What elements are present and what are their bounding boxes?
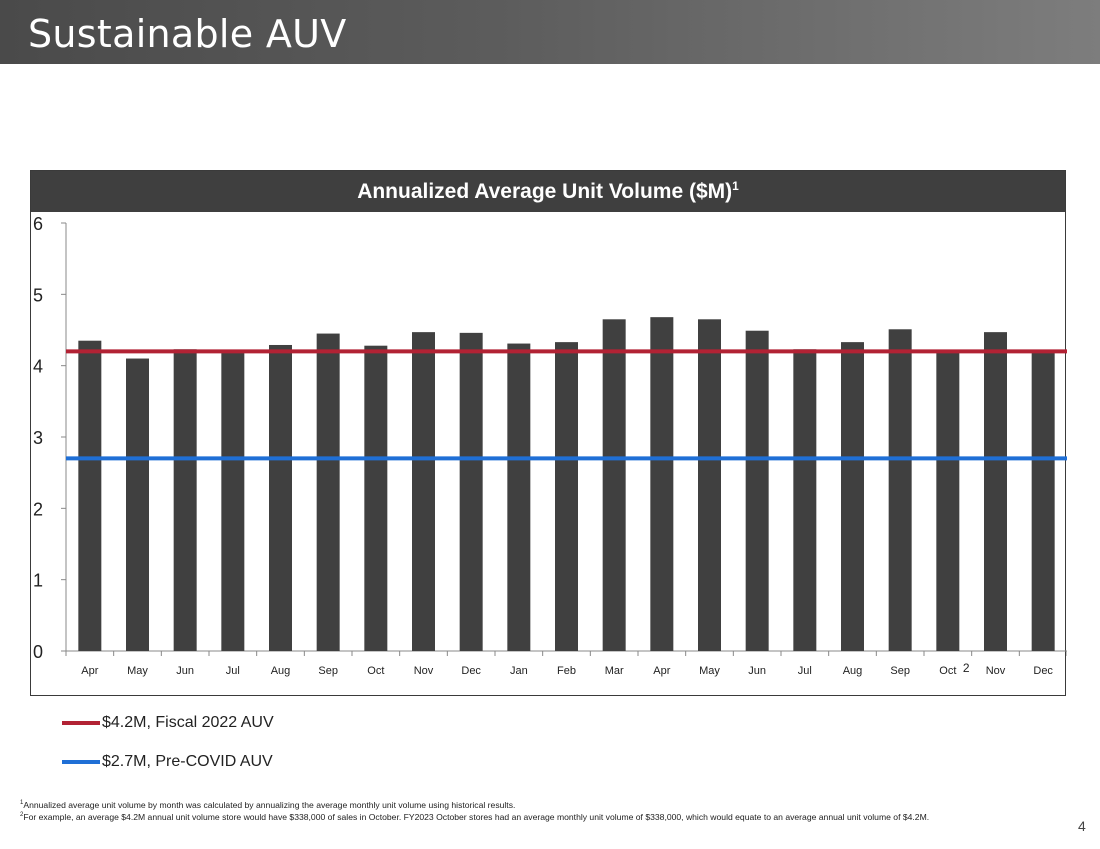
x-tick-label: Oct <box>367 665 384 677</box>
x-tick-label: Dec <box>1033 665 1053 677</box>
x-tick-label: Mar <box>605 665 624 677</box>
x-tick-label: Jun <box>176 665 194 677</box>
chart-title: Annualized Average Unit Volume ($M)1 <box>31 179 1065 204</box>
bar <box>555 342 578 651</box>
bar <box>221 349 245 651</box>
x-tick-label: Jul <box>798 665 812 677</box>
x-tick-label: May <box>699 665 720 677</box>
chart-title-superscript: 1 <box>732 179 739 193</box>
x-tick-label: Nov <box>414 665 434 677</box>
y-tick-label: 6 <box>33 214 43 234</box>
legend-item-fiscal-2022: $4.2M, Fiscal 2022 AUV <box>62 710 274 736</box>
bar <box>412 332 435 651</box>
y-tick-label: 0 <box>33 642 43 662</box>
footnote-2-text: For example, an average $4.2M annual uni… <box>23 812 930 823</box>
x-tick-label: Jul <box>226 665 240 677</box>
y-tick-label: 2 <box>33 499 43 519</box>
slide-title: Sustainable AUV <box>28 12 347 56</box>
bar-chart: 0 1 2 3 4 5 6 Apr May Jun Jul Aug Sep Oct Nov Dec Jan Feb… <box>33 214 1067 677</box>
x-tick-label: Aug <box>271 665 291 677</box>
legend-swatch-pre-covid <box>62 760 100 764</box>
bar <box>650 317 674 651</box>
bar <box>984 332 1007 651</box>
bar <box>936 350 960 651</box>
y-tick-label: 5 <box>33 285 43 305</box>
x-tick-label-superscript: 2 <box>963 661 970 675</box>
footnote-1-text: Annualized average unit volume by month … <box>23 799 516 810</box>
y-tick-label: 1 <box>33 571 43 591</box>
bar <box>364 345 388 651</box>
footnote-1: 1Annualized average unit volume by month… <box>20 798 1070 810</box>
x-tick-label: Nov <box>986 665 1006 677</box>
footnotes: 1Annualized average unit volume by month… <box>20 798 1070 823</box>
y-tick-label: 4 <box>33 357 43 377</box>
bar <box>888 329 912 651</box>
x-tick-label: Apr <box>81 665 98 677</box>
x-tick-label: Feb <box>557 665 576 677</box>
bar <box>793 349 817 651</box>
chart-title-text: Annualized Average Unit Volume ($M) <box>357 180 733 203</box>
x-tick-label: Aug <box>843 665 863 677</box>
bar <box>173 349 197 651</box>
bar <box>698 319 721 651</box>
x-tick-label: Oct <box>939 665 956 677</box>
x-tick-label: Apr <box>653 665 670 677</box>
y-tick-label: 3 <box>33 428 43 448</box>
x-tick-label: May <box>127 665 148 677</box>
page-number: 4 <box>1078 818 1086 834</box>
bar <box>269 344 292 651</box>
slide-header: Sustainable AUV <box>0 0 1100 64</box>
bar <box>507 343 531 651</box>
bar <box>78 340 102 651</box>
footnote-1-marker: 1 <box>20 800 24 806</box>
legend: $4.2M, Fiscal 2022 AUV $2.7M, Pre-COVID … <box>62 710 274 788</box>
legend-item-pre-covid: $2.7M, Pre-COVID AUV <box>62 749 274 775</box>
bar <box>316 333 340 651</box>
footnote-2-marker: 2 <box>20 812 24 819</box>
x-tick-label: Sep <box>890 665 910 677</box>
legend-label-fiscal-2022: $4.2M, Fiscal 2022 AUV <box>102 714 274 731</box>
bar <box>841 342 864 651</box>
bar <box>1031 351 1055 651</box>
legend-label-pre-covid: $2.7M, Pre-COVID AUV <box>102 753 273 770</box>
footnote-2: 2For example, an average $4.2M annual un… <box>20 810 1070 822</box>
bar <box>459 332 483 651</box>
x-tick-label: Jun <box>748 665 766 677</box>
chart-title-bar: Annualized Average Unit Volume ($M)1 <box>31 171 1065 212</box>
bar <box>602 319 626 651</box>
x-tick-label: Sep <box>318 665 338 677</box>
legend-swatch-fiscal-2022 <box>62 721 100 725</box>
bar <box>745 330 769 651</box>
x-tick-label: Dec <box>461 665 481 677</box>
x-tick-label: Jan <box>510 665 528 677</box>
bar <box>126 358 149 651</box>
